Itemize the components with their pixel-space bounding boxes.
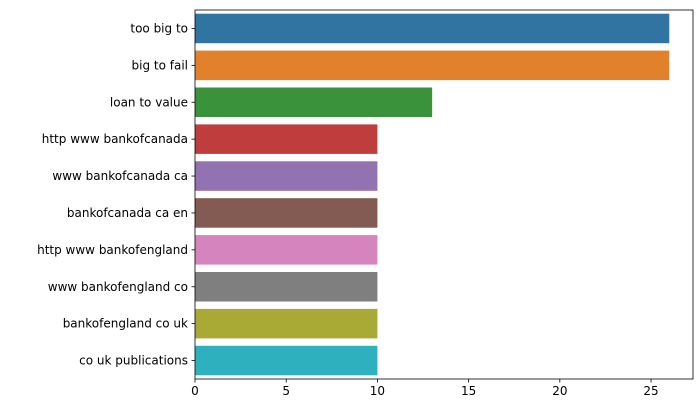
bar-www-bankofengland-co — [195, 271, 378, 302]
bar-big-to-fail — [195, 50, 670, 81]
bar-www-bankofcanada-ca — [195, 161, 378, 191]
x-tick-label: 25 — [643, 384, 658, 398]
y-tick-label: www bankofengland co — [48, 280, 188, 294]
y-tick-label: loan to value — [110, 95, 188, 109]
x-tick-label: 5 — [282, 384, 290, 398]
y-tick-label: bankofcanada ca en — [67, 206, 188, 220]
bar-http-www-bankofengland — [195, 235, 378, 265]
x-tick-label: 20 — [552, 384, 567, 398]
bar-co-uk-publications — [195, 345, 378, 376]
y-tick-label: bankofengland co uk — [63, 317, 188, 331]
bar-loan-to-value — [195, 87, 433, 118]
bar-http-www-bankofcanada — [195, 124, 378, 154]
bar-bankofengland-co-uk — [195, 308, 378, 339]
y-tick-label: big to fail — [132, 58, 189, 72]
plot-frame — [194, 9, 694, 380]
x-tick-label: 10 — [370, 384, 385, 398]
x-tick-label: 0 — [191, 384, 199, 398]
y-tick-label: co uk publications — [79, 354, 188, 368]
bar-too-big-to — [195, 13, 670, 44]
bar-bankofcanada-ca-en — [195, 198, 378, 228]
y-tick-label: www bankofcanada ca — [52, 169, 188, 183]
y-tick-label: too big to — [130, 21, 188, 35]
x-tick-label: 15 — [461, 384, 476, 398]
y-tick-label: http www bankofcanada — [42, 132, 188, 146]
y-tick-label: http www bankofengland — [37, 243, 188, 257]
